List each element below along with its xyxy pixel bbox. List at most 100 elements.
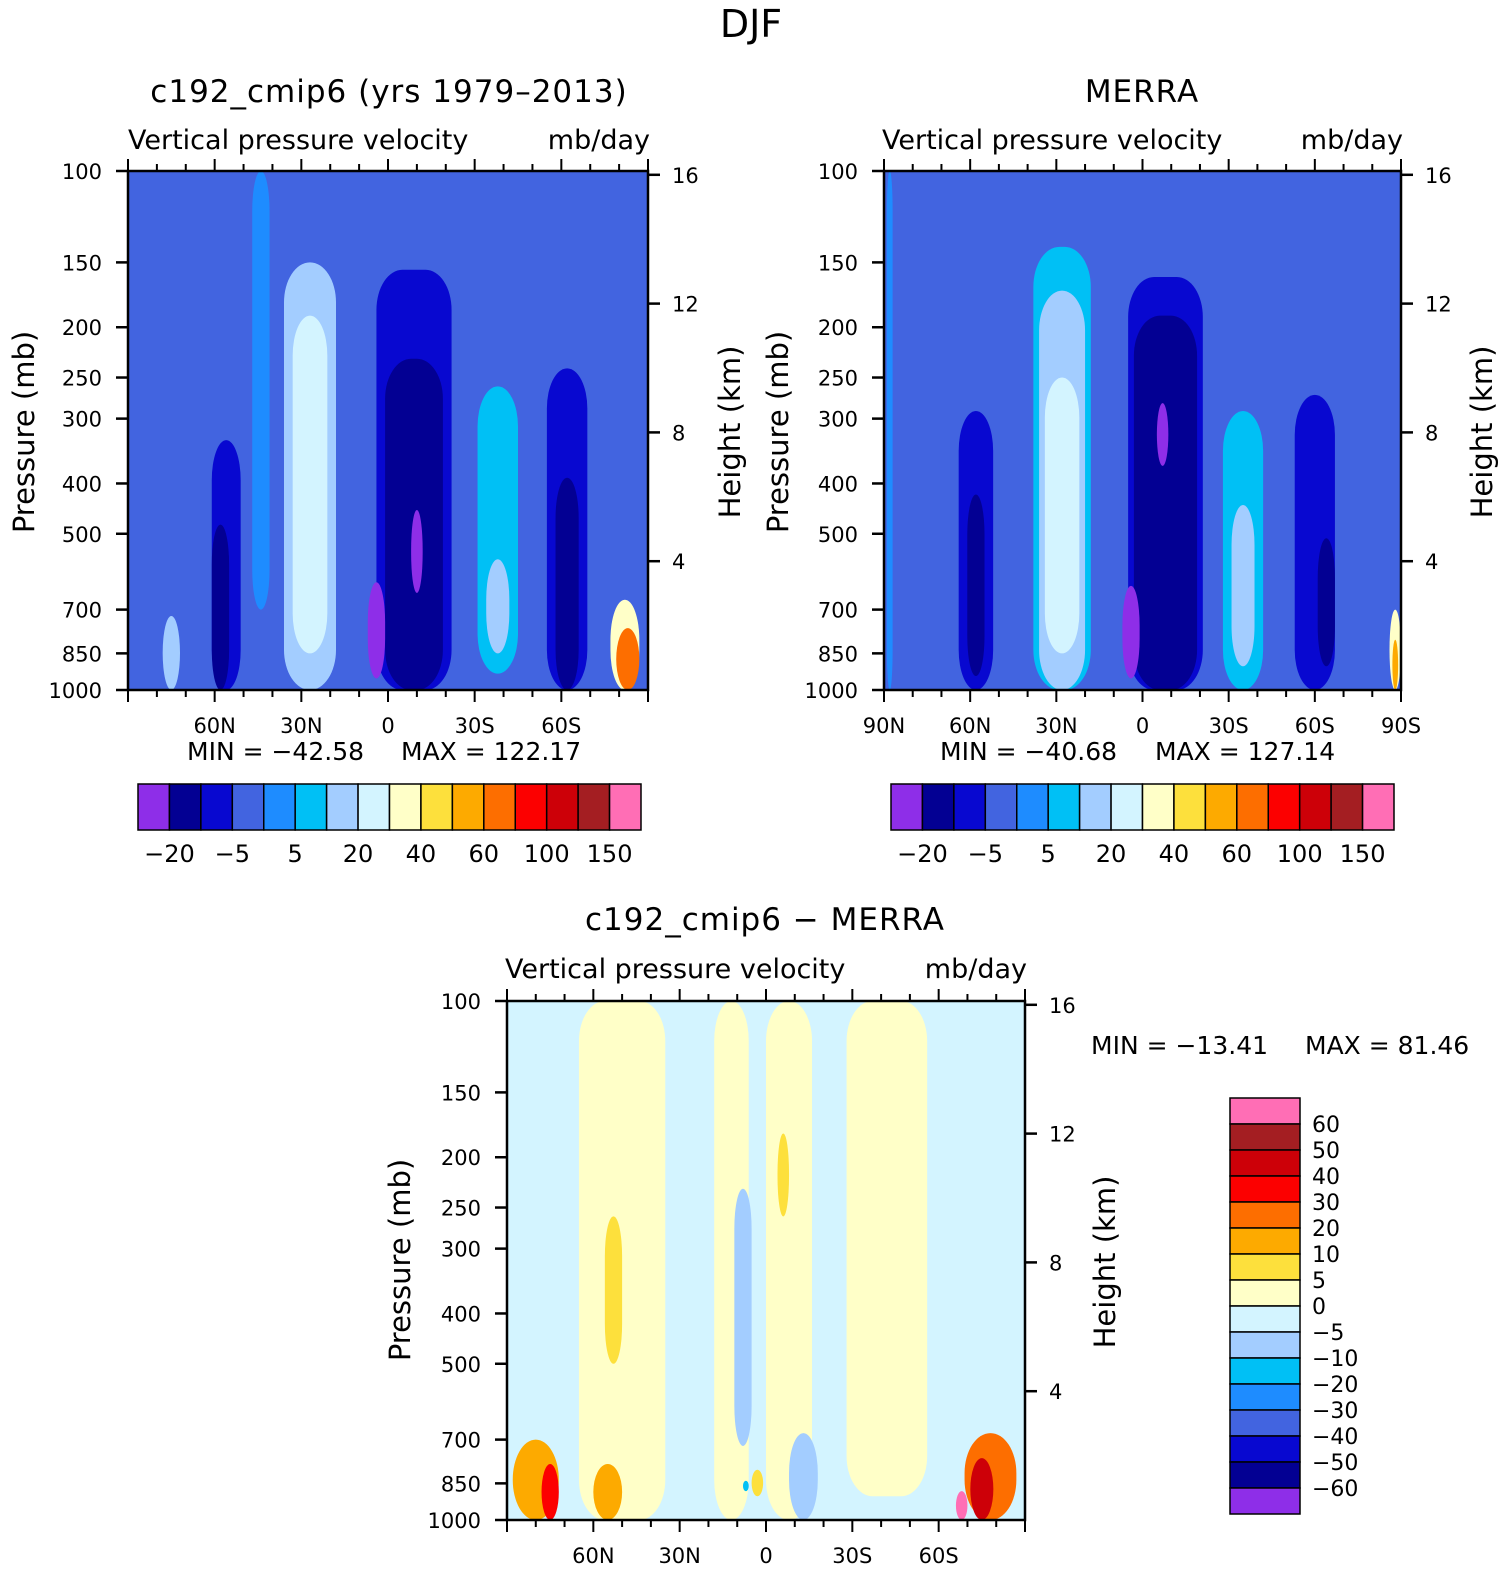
y2-axis-label-diff: Height (km) xyxy=(1088,1176,1122,1349)
lat-tick-label: 0 xyxy=(381,714,394,738)
height-tick-label: 16 xyxy=(1049,994,1076,1018)
contour-region xyxy=(970,1458,994,1520)
colorbar-swatch xyxy=(1229,1097,1301,1125)
pressure-tick-label: 100 xyxy=(62,160,102,184)
colorbar-swatch xyxy=(294,783,328,831)
contour-region xyxy=(1392,639,1399,690)
lat-axis-obs: 90N 60N 30N 0 30S 60S 90S xyxy=(863,159,1421,738)
colorbar-swatch xyxy=(168,783,202,831)
colorbar-swatch xyxy=(1267,783,1301,831)
height-tick-label: 4 xyxy=(1425,550,1438,574)
plot-frame-diff xyxy=(505,999,1027,1522)
colorbar-label: 100 xyxy=(1277,840,1323,868)
colorbar-swatch xyxy=(388,783,422,831)
colorbar-swatch xyxy=(1047,783,1081,831)
colorbar-label: −5 xyxy=(968,840,1003,868)
colorbar-label: 5 xyxy=(1041,840,1056,868)
pressure-axis-model: 100 150 200 250 300 400 500 700 850 1000 xyxy=(49,160,128,703)
height-tick-label: 12 xyxy=(672,293,699,317)
colorbar-swatch xyxy=(1078,783,1112,831)
colorbar-swatch xyxy=(1173,783,1207,831)
pressure-tick-label: 1000 xyxy=(49,679,102,703)
contour-field-diff xyxy=(507,1001,1025,1520)
colorbar-label: −30 xyxy=(1312,1399,1358,1424)
plot-frame-model xyxy=(126,169,650,692)
colorbar-swatch xyxy=(608,783,642,831)
min-label-obs: MIN = −40.68 xyxy=(940,737,1117,766)
pressure-axis-obs: 100 150 200 250 300 400 500 700 850 1000 xyxy=(805,160,884,703)
pressure-tick-label: 500 xyxy=(441,1353,481,1377)
lat-tick-label: 60N xyxy=(572,1544,614,1568)
height-tick-label: 12 xyxy=(1425,293,1452,317)
lat-tick-label: 60S xyxy=(919,1544,959,1568)
contour-region xyxy=(367,582,386,679)
plot-model: 100 150 200 250 300 400 500 700 850 1000 16 12 8 4 6… xyxy=(49,159,699,738)
colorbar-swatch xyxy=(1229,1149,1301,1177)
pressure-tick-label: 400 xyxy=(62,472,102,496)
colorbar-swatch xyxy=(1229,1253,1301,1281)
colorbar-swatch xyxy=(1229,1487,1301,1515)
pressure-tick-label: 300 xyxy=(818,408,858,432)
lat-tick-label: 60N xyxy=(949,714,991,738)
pressure-tick-label: 150 xyxy=(818,251,858,275)
colorbar-swatch xyxy=(1110,783,1144,831)
colorbar-swatch xyxy=(200,783,234,831)
panel-obs-subtitle: Vertical pressure velocity xyxy=(882,125,1222,156)
colorbar-label: 20 xyxy=(1096,840,1127,868)
lat-tick-label: 30N xyxy=(280,714,322,738)
min-label-model: MIN = −42.58 xyxy=(187,737,364,766)
contour-region xyxy=(292,315,328,654)
colorbar-model: −20 −5 5 20 40 60 100 150 xyxy=(137,783,642,868)
contour-field-model xyxy=(128,171,648,690)
panel-model-units: mb/day xyxy=(548,125,650,156)
lat-tick-label: 90S xyxy=(1381,714,1421,738)
lat-tick-label: 30S xyxy=(832,1544,872,1568)
height-axis-model: 16 12 8 4 xyxy=(648,164,699,574)
contour-region xyxy=(1156,403,1169,466)
plot-obs: 100 150 200 250 300 400 500 700 850 1000 16 12 8 4 9… xyxy=(805,159,1452,738)
colorbar-swatch xyxy=(577,783,611,831)
pressure-tick-label: 250 xyxy=(441,1197,481,1221)
colorbar-label: 100 xyxy=(524,840,570,868)
height-axis-diff: 16 12 8 4 xyxy=(1025,994,1076,1404)
contour-region xyxy=(1044,377,1080,654)
contour-region xyxy=(162,615,180,690)
height-tick-label: 4 xyxy=(672,550,685,574)
panel-diff-units: mb/day xyxy=(925,954,1027,985)
colorbar-swatch xyxy=(1236,783,1269,831)
pressure-tick-label: 250 xyxy=(818,367,858,391)
colorbar-label: −20 xyxy=(1312,1373,1358,1398)
max-label-obs: MAX = 127.14 xyxy=(1155,737,1335,766)
colorbar-swatch xyxy=(483,783,516,831)
colorbar-swatch xyxy=(1361,783,1395,831)
colorbar-label: 150 xyxy=(587,840,633,868)
colorbar-swatch xyxy=(1229,1383,1301,1411)
pressure-tick-label: 700 xyxy=(818,599,858,623)
colorbar-swatch xyxy=(1229,1305,1301,1333)
pressure-axis-diff: 100 150 200 250 300 400 500 700 850 1000 xyxy=(428,990,507,1533)
colorbar-label: 60 xyxy=(1312,1113,1340,1138)
colorbar-label: 30 xyxy=(1312,1191,1340,1216)
pressure-tick-label: 850 xyxy=(62,642,102,666)
height-tick-label: 16 xyxy=(672,164,699,188)
colorbar-label: 5 xyxy=(1312,1269,1326,1294)
plot-frame-obs xyxy=(882,169,1403,692)
panel-model-subtitle: Vertical pressure velocity xyxy=(128,125,468,156)
panel-obs-units: mb/day xyxy=(1301,125,1403,156)
pressure-tick-label: 100 xyxy=(818,160,858,184)
contour-region xyxy=(604,1216,623,1364)
lat-tick-label: 60S xyxy=(541,714,581,738)
y-axis-label-model: Pressure (mb) xyxy=(7,331,41,533)
colorbar-label: −50 xyxy=(1312,1451,1358,1476)
contour-region xyxy=(734,1188,752,1446)
lat-axis-diff: 60N 30N 0 30S 60S xyxy=(506,989,1026,1568)
colorbar-swatch xyxy=(514,783,548,831)
contour-region xyxy=(742,1480,749,1492)
height-tick-label: 8 xyxy=(672,421,685,445)
contour-region xyxy=(1231,504,1255,667)
lat-tick-label: 30N xyxy=(1035,714,1077,738)
colorbar-label: −20 xyxy=(897,840,948,868)
contour-region xyxy=(955,1491,968,1520)
pressure-tick-label: 400 xyxy=(441,1302,481,1326)
